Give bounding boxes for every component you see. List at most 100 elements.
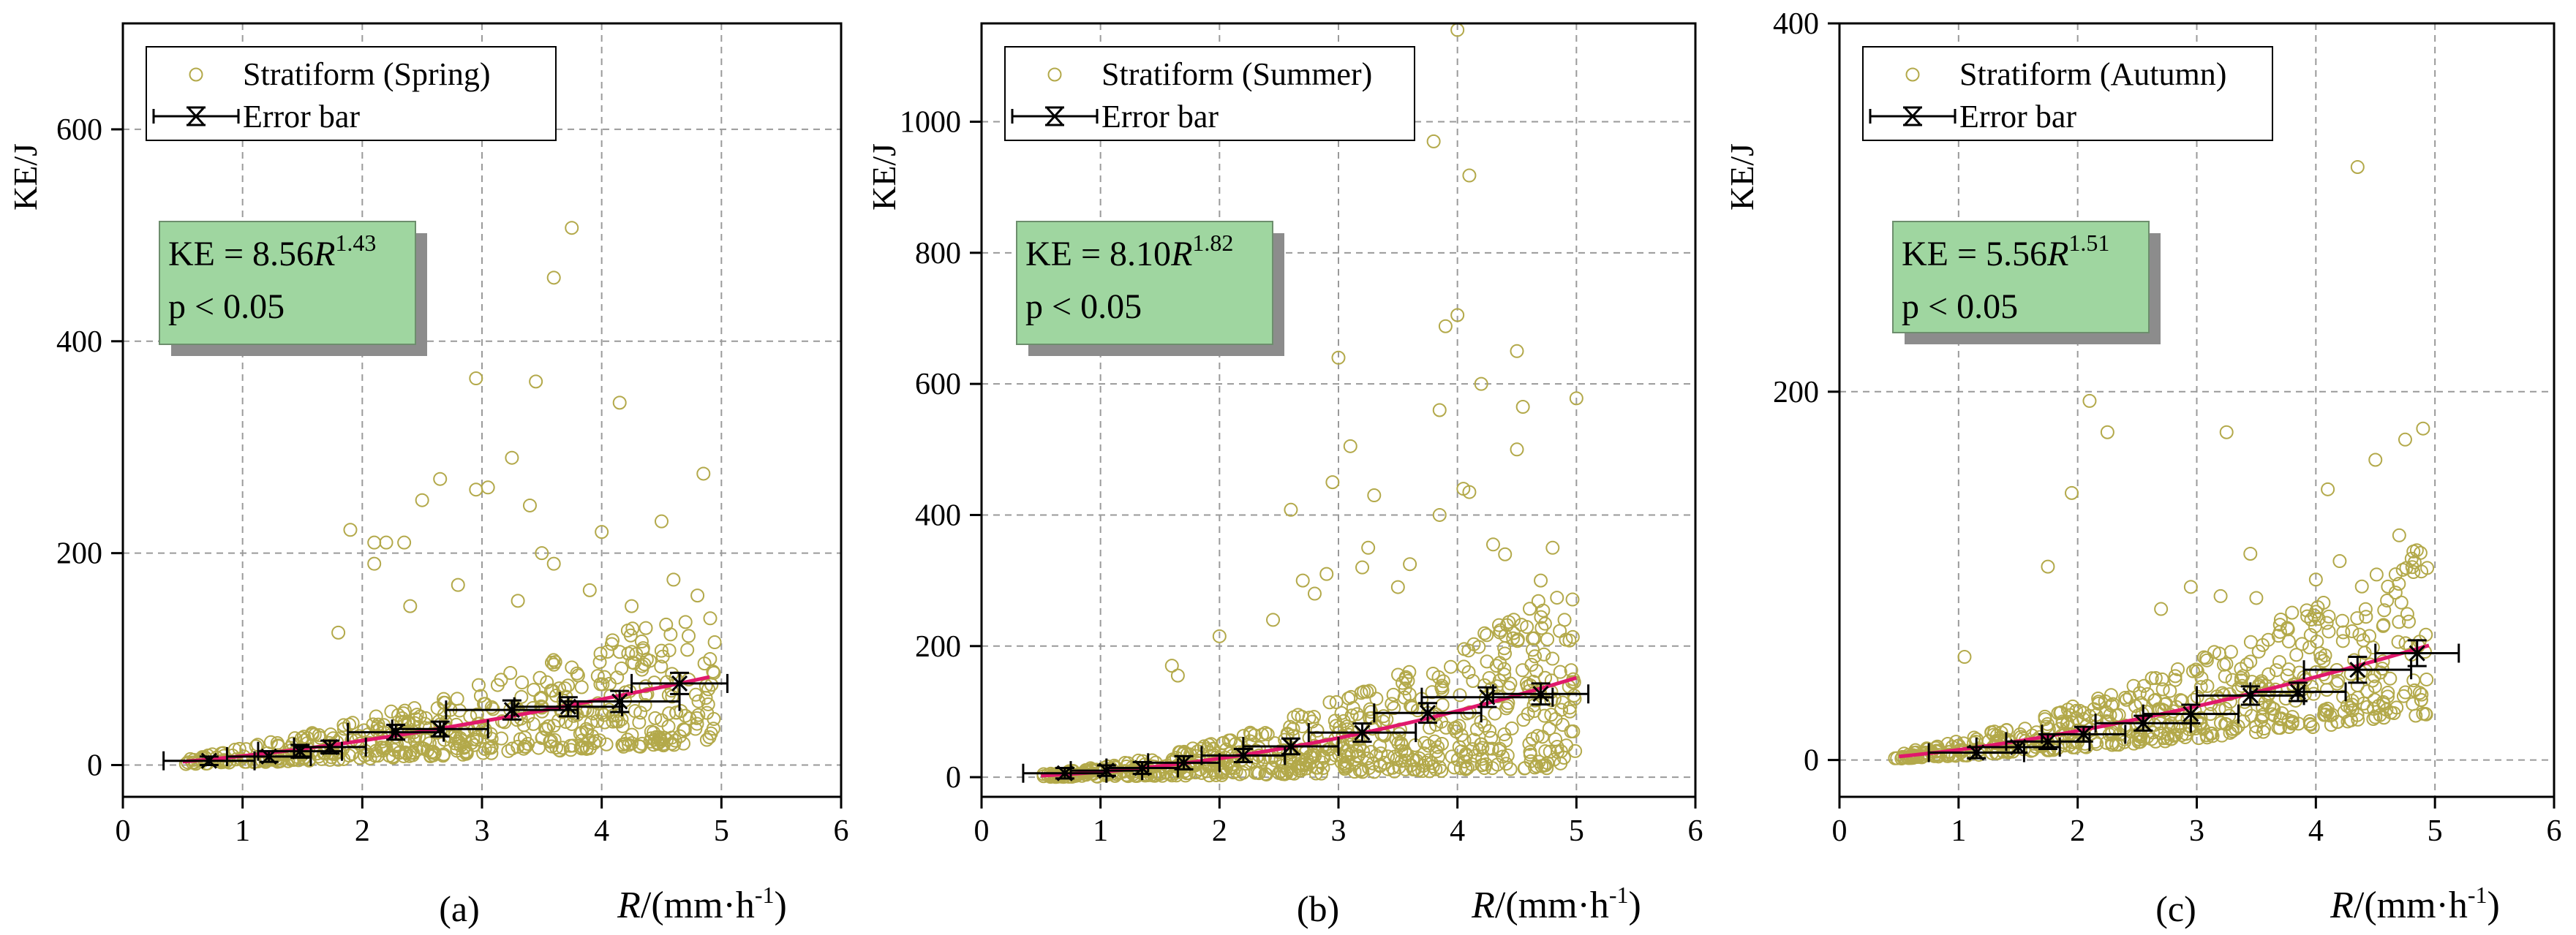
scatter-point <box>1477 626 1492 640</box>
error-bar <box>1373 702 1483 724</box>
scatter-point <box>1496 749 1510 764</box>
scatter-point <box>513 732 527 746</box>
scatter-point <box>1534 573 1548 588</box>
scatter-point <box>1498 646 1513 661</box>
error-bar-marker <box>1175 754 1192 771</box>
scatter-point <box>1266 613 1281 627</box>
panel-label: (c) <box>2155 888 2196 929</box>
scatter-point <box>595 525 609 540</box>
scatter-point <box>2136 678 2151 693</box>
scatter-point <box>1510 442 1524 457</box>
error-bar-marker <box>388 724 404 741</box>
scatter-point <box>588 734 603 749</box>
scatter-point <box>1545 651 1560 666</box>
scatter-point <box>1243 727 1258 741</box>
scatter-point <box>2285 605 2300 620</box>
scatter-point <box>527 683 541 697</box>
scatter-point <box>1186 741 1200 756</box>
scatter-point <box>2400 607 2414 621</box>
scatter-point <box>2359 610 2373 624</box>
scatter-point <box>1236 765 1251 780</box>
scatter-point <box>1349 743 1364 758</box>
y-axis-label: KE/J <box>1723 143 1760 211</box>
equation-text: KE = 5.56R1.51 <box>1902 230 2109 273</box>
scatter-point <box>1536 603 1551 618</box>
error-bar <box>391 719 489 739</box>
scatter-point <box>374 734 389 749</box>
scatter-point <box>2336 689 2351 704</box>
scatter-point <box>2091 692 2106 706</box>
scatter-point <box>1475 758 1489 773</box>
scatter-point <box>1477 719 1492 733</box>
scatter-point <box>637 657 652 672</box>
scatter-point <box>535 731 549 746</box>
scatter-point <box>505 450 519 465</box>
scatter-point <box>2357 646 2372 660</box>
scatter-point <box>2302 640 2317 655</box>
scatter-point <box>1547 692 1562 706</box>
scatter-point <box>1338 744 1353 759</box>
scatter-point <box>437 692 451 706</box>
scatter-point <box>676 736 690 751</box>
scatter-point <box>2118 690 2133 705</box>
scatter-point <box>2104 698 2119 713</box>
scatter-point <box>600 644 615 659</box>
error-bar <box>445 699 579 721</box>
scatter-point <box>655 514 669 529</box>
scatter-point <box>2369 567 2384 582</box>
scatter-point <box>1562 700 1577 715</box>
scatter-point <box>565 221 579 235</box>
scatter-point <box>612 395 627 410</box>
legend-box <box>1004 46 1415 141</box>
scatter-point <box>1400 748 1415 762</box>
scatter-point <box>1426 134 1441 148</box>
scatter-point <box>2272 624 2287 639</box>
scatter-point <box>2420 561 2435 575</box>
x-tick-label: 3 <box>2189 814 2204 848</box>
scatter-point <box>575 733 590 748</box>
scatter-point <box>2350 159 2365 174</box>
scatter-point <box>2219 717 2234 732</box>
scatter-point <box>2217 657 2232 672</box>
scatter-point <box>543 733 558 748</box>
scatter-point <box>1338 749 1352 763</box>
scatter-point <box>529 374 543 389</box>
scatter-point <box>427 746 442 760</box>
scatter-point <box>2193 717 2207 732</box>
error-bar <box>2249 681 2347 703</box>
scatter-point <box>1434 678 1449 693</box>
scatter-point <box>2398 432 2412 447</box>
scatter-point <box>2168 669 2183 684</box>
scatter-point <box>1482 670 1496 685</box>
scatter-point <box>1392 727 1406 741</box>
scatter-point <box>1553 665 1567 679</box>
scatter-point <box>1466 637 1481 651</box>
scatter-point <box>503 666 518 681</box>
equation-var: R <box>1170 235 1192 273</box>
x-tick-label: 3 <box>475 814 490 848</box>
scatter-point <box>2264 707 2279 722</box>
scatter-point <box>2281 634 2296 648</box>
scatter-point <box>1432 403 1447 417</box>
scatter-point <box>706 722 720 736</box>
scatter-point <box>1426 760 1440 774</box>
scatter-point <box>660 675 674 689</box>
equation-pvalue: p < 0.05 <box>168 287 285 326</box>
scatter-point <box>701 697 715 711</box>
scatter-point <box>1425 685 1439 700</box>
scatter-point <box>2416 421 2430 436</box>
scatter-point <box>2366 712 2381 727</box>
y-tick-label: 400 <box>915 499 961 532</box>
error-bar-marker <box>2349 662 2366 678</box>
scatter-point <box>2272 655 2286 670</box>
scatter-point <box>640 686 655 701</box>
scatter-point <box>1256 752 1270 767</box>
scatter-point <box>638 697 652 712</box>
scatter-point <box>2304 613 2319 627</box>
scatter-point <box>1498 547 1513 561</box>
scatter-point <box>584 716 598 730</box>
scatter-point <box>561 678 576 693</box>
error-bar <box>2041 724 2127 744</box>
equation-var: R <box>2046 235 2068 273</box>
scatter-point <box>2199 653 2214 667</box>
